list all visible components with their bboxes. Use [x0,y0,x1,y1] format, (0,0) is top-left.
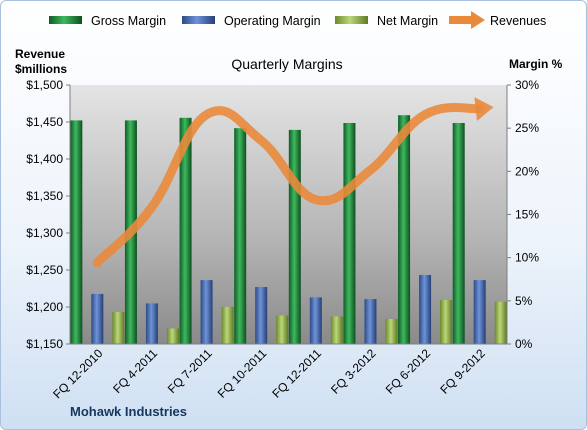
right-tick-label-3: 15% [515,208,539,222]
legend-arrow-revenues [471,11,485,29]
bar-gross-margin-0 [70,120,83,344]
bar-net-margin-0 [112,312,125,344]
x-tick-label-0: FQ 12-2010 [50,346,105,401]
right-tick-label-0: 0% [515,337,533,351]
right-tick-label-5: 25% [515,121,539,135]
bar-net-margin-4 [330,316,343,344]
left-tick-label-7: $1,500 [26,78,63,92]
left-tick-label-1: $1,200 [26,300,63,314]
bar-net-margin-2 [221,306,234,344]
x-tick-label-7: FQ 9-2012 [437,346,488,397]
bar-operating-margin-0 [91,293,104,344]
bar-operating-margin-4 [309,297,322,344]
right-tick-label-2: 10% [515,251,539,265]
right-tick-label-1: 5% [515,294,533,308]
legend-label-gross-margin: Gross Margin [91,14,166,28]
bar-operating-margin-3 [255,287,268,344]
x-tick-label-3: FQ 10-2011 [215,346,270,401]
x-tick-label-5: FQ 3-2012 [328,346,379,397]
bar-net-margin-3 [276,315,289,344]
chart-title: Quarterly Margins [231,56,342,72]
legend-swatch-net-margin [335,16,368,24]
legend-label-revenues: Revenues [490,14,546,28]
legend-label-operating-margin: Operating Margin [224,14,321,28]
x-tick-label-2: FQ 7-2011 [165,346,215,396]
right-tick-label-4: 20% [515,164,539,178]
legend-label-net-margin: Net Margin [377,14,438,28]
revenues-line [92,102,485,268]
left-tick-label-3: $1,300 [26,226,63,240]
left-axis-label-line1: Revenue [15,47,65,61]
legend-swatch-operating-margin [182,16,215,24]
left-tick-label-0: $1,150 [26,337,63,351]
left-tick-label-4: $1,350 [26,189,63,203]
right-axis-label: Margin % [509,57,563,71]
bar-operating-margin-2 [200,280,213,344]
bar-gross-margin-5 [343,122,356,344]
right-tick-label-6: 30% [515,78,539,92]
bar-operating-margin-6 [419,274,432,344]
company-name: Mohawk Industries [70,404,187,419]
bar-gross-margin-7 [452,122,465,344]
bar-operating-margin-1 [145,303,158,344]
bar-operating-margin-5 [364,299,377,344]
x-tick-label-6: FQ 6-2012 [383,346,434,397]
bar-net-margin-1 [166,328,179,344]
x-tick-label-4: FQ 12-2011 [269,346,324,401]
left-tick-label-2: $1,250 [26,263,63,277]
left-tick-label-5: $1,400 [26,152,63,166]
left-tick-label-6: $1,450 [26,115,63,129]
bar-operating-margin-7 [473,280,486,344]
revenues-arrowhead [474,97,494,122]
bar-net-margin-5 [385,318,398,344]
bar-gross-margin-3 [234,128,247,344]
bar-gross-margin-2 [179,117,192,344]
legend-swatch-gross-margin [49,16,82,24]
bar-gross-margin-4 [288,129,301,344]
bar-gross-margin-6 [398,115,411,344]
bar-net-margin-7 [494,301,507,344]
left-axis-label-line2: $millions [15,62,67,76]
x-tick-label-1: FQ 4-2011 [110,346,160,396]
bar-net-margin-6 [440,299,453,344]
